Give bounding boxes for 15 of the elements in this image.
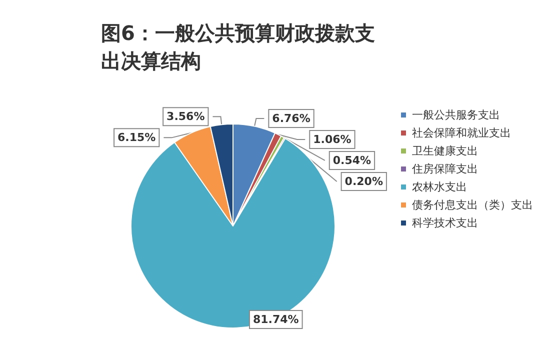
data-label: 81.74%: [252, 313, 299, 326]
legend-label: 科学技术支出: [412, 216, 478, 230]
data-label: 1.06%: [313, 132, 352, 146]
legend-label: 卫生健康支出: [412, 144, 478, 158]
legend-label: 农林水支出: [412, 180, 467, 194]
data-label: 3.56%: [166, 110, 205, 124]
legend-label: 社会保障和就业支出: [412, 126, 511, 140]
legend-label: 一般公共服务支出: [412, 108, 500, 122]
data-label: 6.15%: [118, 131, 156, 144]
data-label: 6.76%: [272, 112, 310, 125]
data-label: 0.54%: [332, 154, 372, 167]
chart-title: 图6：一般公共预算财政拨款支出决算结构: [101, 21, 375, 73]
legend-label: 债务付息支出（类）支出: [412, 198, 533, 212]
legend-label: 住房保障支出: [412, 162, 478, 176]
data-label: 0.20%: [344, 174, 383, 188]
